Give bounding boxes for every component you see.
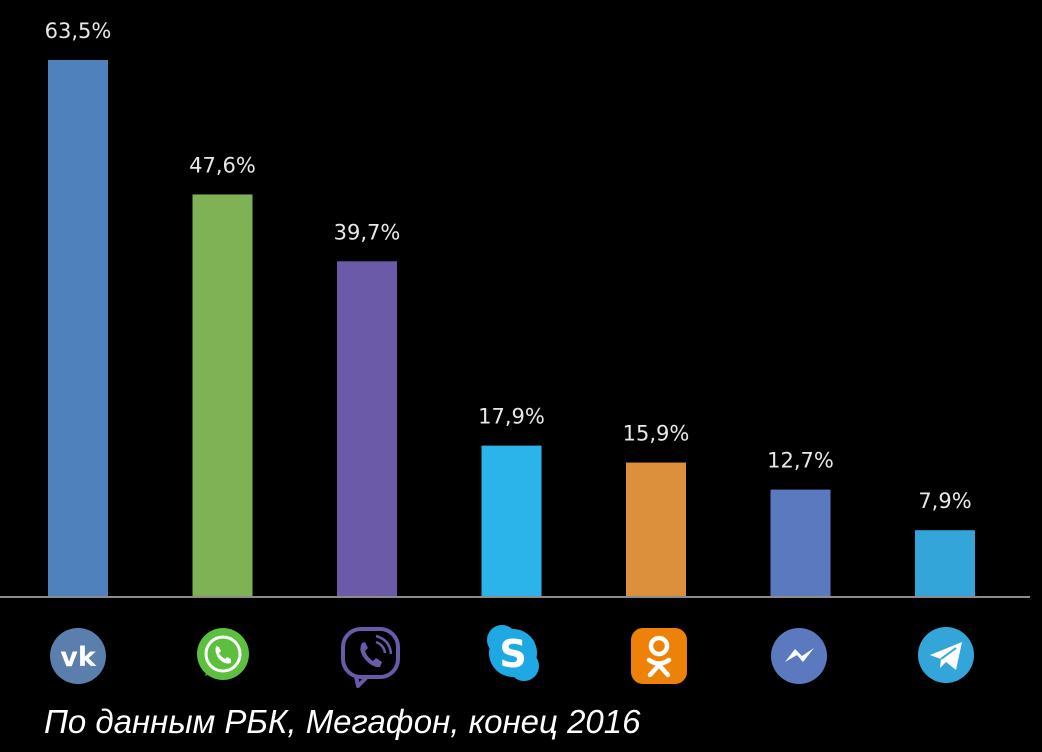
bar-viber bbox=[337, 261, 397, 597]
bar-telegram bbox=[915, 530, 975, 597]
category-icons: vk S bbox=[50, 625, 974, 688]
value-label: 15,9% bbox=[623, 422, 690, 446]
skype-icon: S bbox=[487, 625, 539, 681]
whatsapp-icon bbox=[197, 628, 249, 680]
source-note: По данным РБК, Мегафон, конец 2016 bbox=[44, 703, 641, 740]
value-label: 12,7% bbox=[767, 449, 834, 473]
value-label: 63,5% bbox=[45, 19, 112, 43]
telegram-icon bbox=[918, 627, 974, 683]
odnoklassniki-icon bbox=[631, 628, 687, 684]
bar-skype bbox=[481, 445, 542, 597]
value-label: 7,9% bbox=[918, 489, 971, 513]
bar-odnoklassniki bbox=[626, 462, 686, 597]
messenger-icon bbox=[771, 628, 827, 684]
bar-whatsapp bbox=[192, 194, 253, 597]
svg-text:vk: vk bbox=[60, 642, 97, 673]
svg-text:S: S bbox=[499, 632, 526, 676]
vk-icon: vk bbox=[50, 628, 106, 684]
value-label: 47,6% bbox=[189, 153, 256, 177]
bar-facebook-messenger bbox=[770, 489, 831, 597]
viber-icon bbox=[341, 627, 400, 688]
bars-group bbox=[48, 60, 975, 597]
value-label: 39,7% bbox=[334, 220, 401, 244]
value-label: 17,9% bbox=[478, 405, 545, 429]
bar-vk bbox=[48, 60, 108, 597]
value-labels-group: 63,5% 47,6% 39,7% 17,9% 15,9% 12,7% 7,9% bbox=[45, 19, 972, 513]
